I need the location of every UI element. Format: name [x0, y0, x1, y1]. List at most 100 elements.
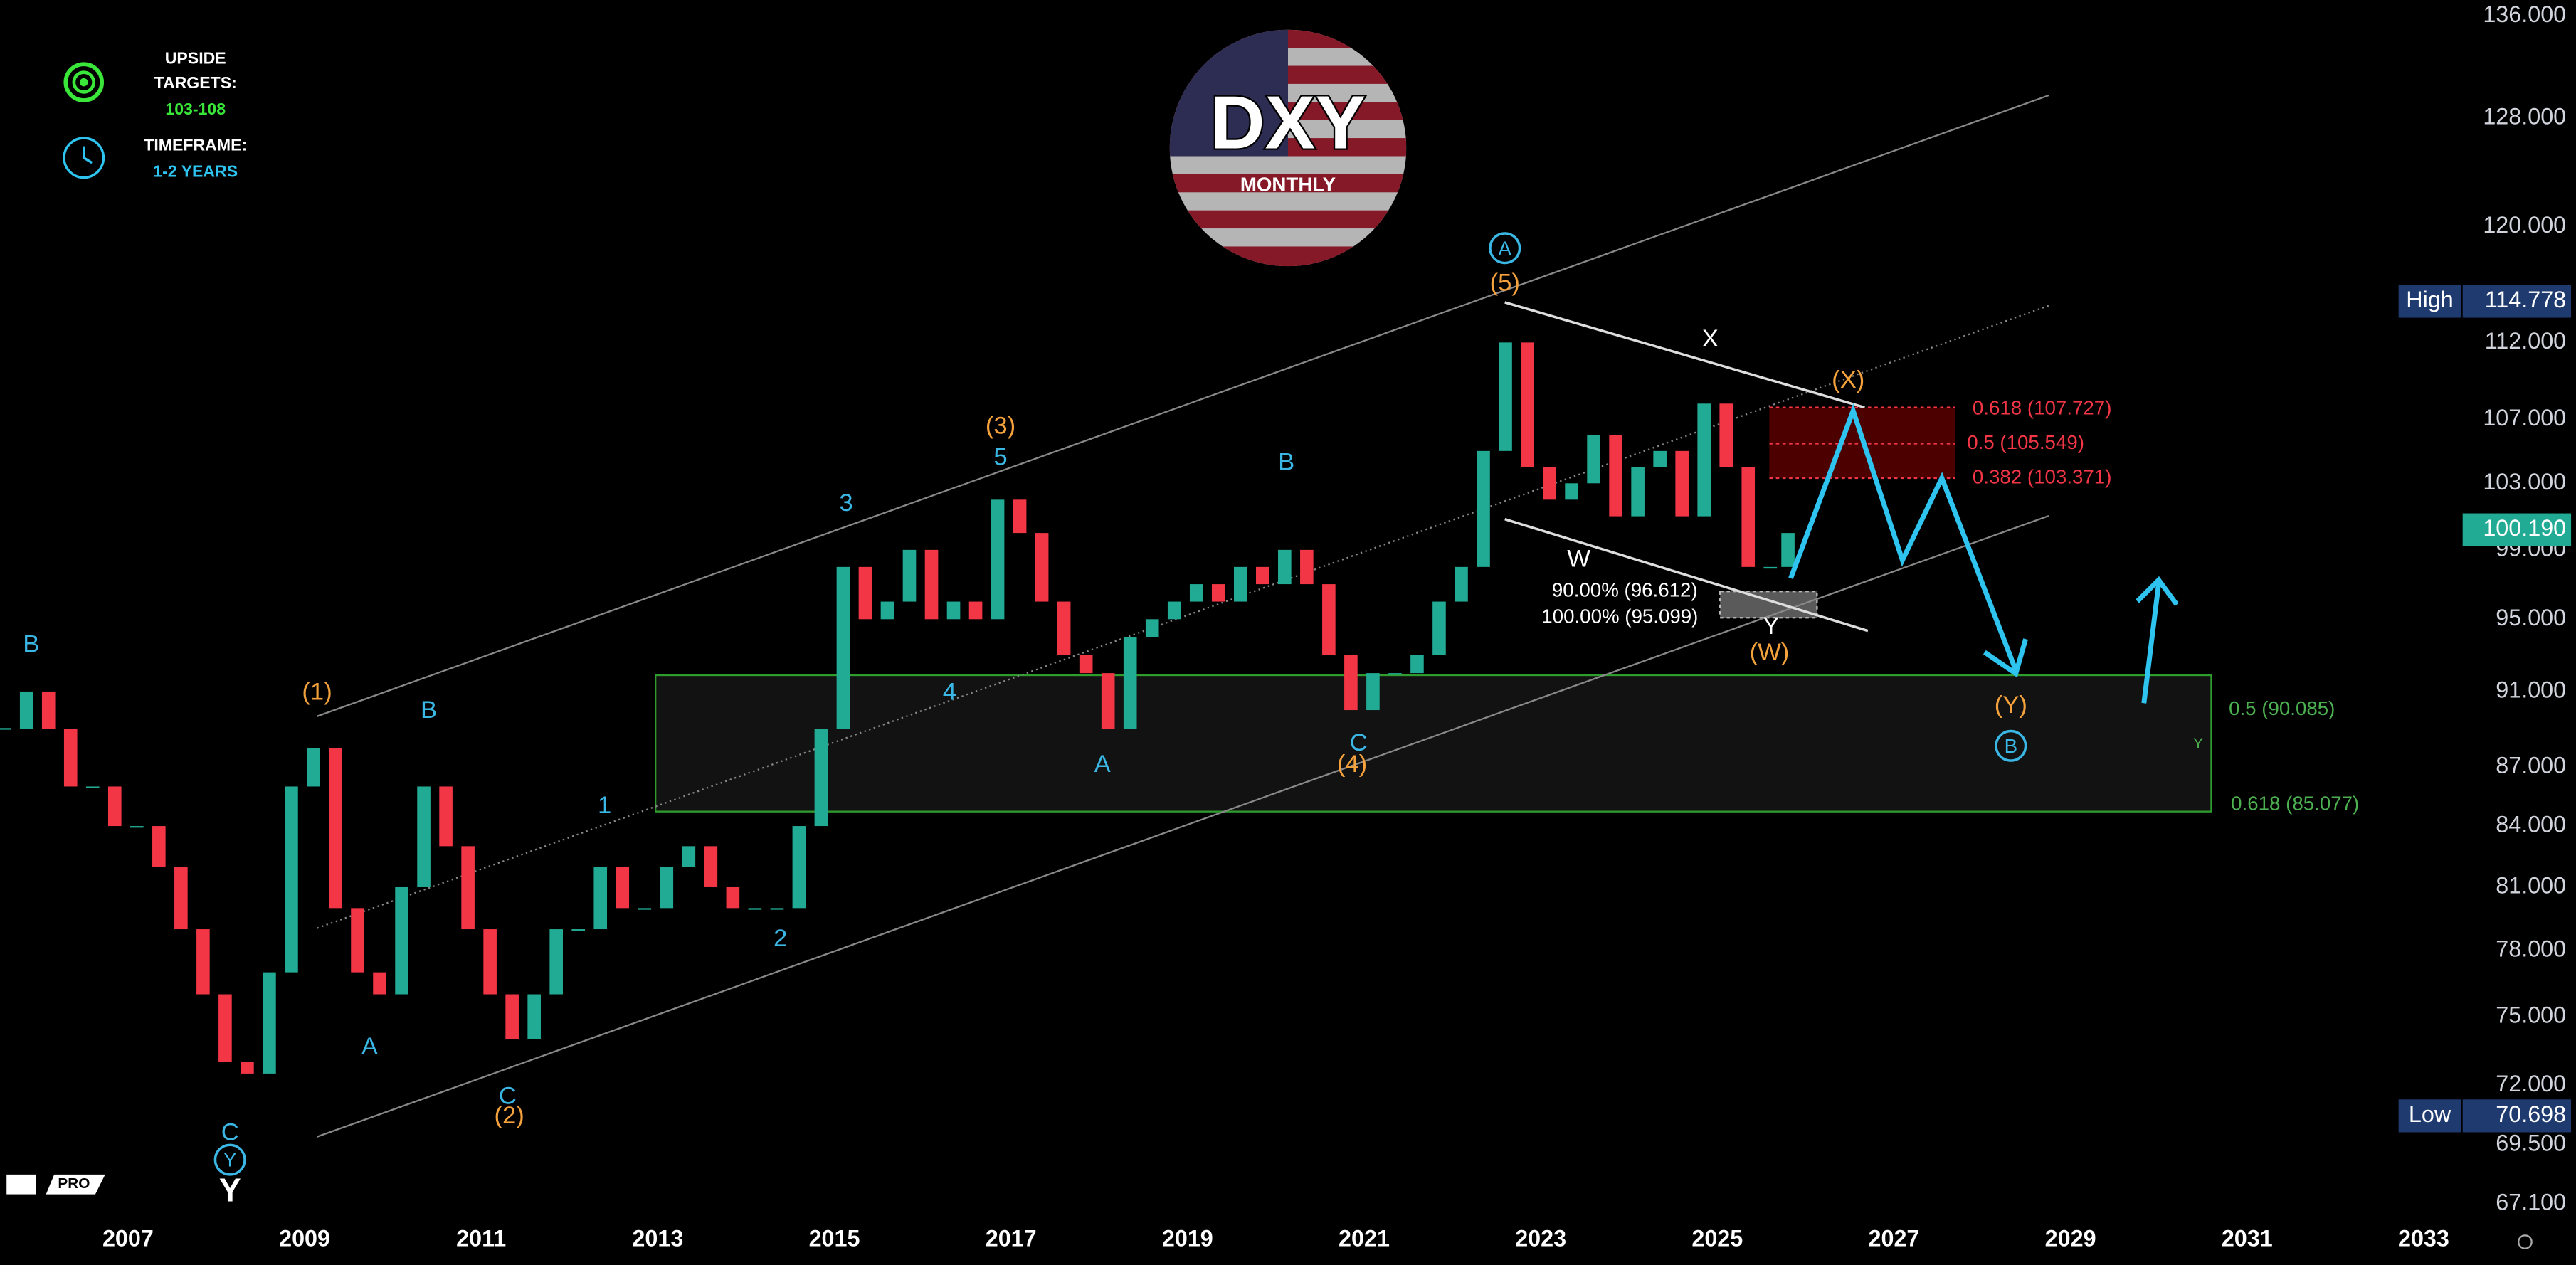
- candle: [1366, 673, 1380, 711]
- y-tick-label: 128.000: [2483, 103, 2566, 129]
- candle: [107, 786, 122, 827]
- logo-title: DXY: [1210, 80, 1366, 164]
- x-tick-label: 2015: [809, 1226, 860, 1251]
- candle: [638, 908, 652, 910]
- y-tick-label: 78.000: [2496, 936, 2566, 962]
- candle: [1079, 655, 1093, 674]
- candle: [748, 908, 762, 910]
- candle: [1300, 549, 1314, 585]
- y-tick-label: 103.000: [2483, 469, 2566, 494]
- candle: [1101, 673, 1115, 729]
- candle: [682, 846, 696, 867]
- annotations: B B A C 1 2 3 4 5 A B C (1) (2) (3) (4) …: [23, 237, 2359, 1208]
- candle: [1653, 450, 1667, 467]
- wave-label: B: [2005, 735, 2017, 757]
- candle: [571, 929, 586, 931]
- info-text: TARGETS:: [154, 73, 237, 92]
- price-tag-label-bg: [2398, 1099, 2461, 1133]
- x-tick-label: 2025: [1691, 1226, 1743, 1251]
- candle: [174, 866, 188, 930]
- candle: [968, 601, 983, 620]
- candle: [63, 729, 78, 787]
- wave-label: 3: [839, 489, 852, 517]
- wave-label: A: [1094, 751, 1112, 778]
- candle: [241, 1062, 254, 1074]
- wave-label: (4): [1337, 751, 1367, 778]
- y-tick-label: 67.100: [2496, 1189, 2566, 1214]
- x-tick-label: 2023: [1515, 1226, 1566, 1251]
- candle: [836, 566, 850, 729]
- clock-icon: [83, 146, 93, 164]
- candle: [1344, 655, 1358, 711]
- x-tick-label: 2031: [2222, 1226, 2273, 1251]
- y-tick-label: 84.000: [2496, 812, 2566, 837]
- y-tick-label: 107.000: [2483, 405, 2566, 430]
- candle: [1057, 601, 1071, 655]
- x-tick-label: 2029: [2045, 1226, 2096, 1251]
- wave-label: C: [1350, 729, 1368, 756]
- candle: [924, 549, 939, 620]
- logo-subtitle: MONTHLY: [1240, 173, 1336, 195]
- candle: [1781, 533, 1795, 567]
- tv-logo: [6, 1174, 36, 1195]
- x-tick-label: 2027: [1869, 1226, 1920, 1251]
- candle: [902, 549, 917, 602]
- projection-path: [1788, 403, 2018, 672]
- candle: [616, 866, 630, 909]
- y-tick-label: 81.000: [2496, 873, 2566, 899]
- fib-label: 0.618 (107.727): [1973, 396, 2112, 418]
- candle: [0, 728, 11, 730]
- wave-label: B: [23, 631, 39, 658]
- candle: [593, 866, 608, 930]
- wave-label: A: [1499, 237, 1512, 259]
- price-tag-value: 114.778: [2485, 287, 2566, 312]
- wave-label: (1): [302, 679, 332, 706]
- y-tick-label: 69.500: [2496, 1130, 2566, 1155]
- x-tick-label: 2013: [632, 1226, 683, 1251]
- y-tick-label: 75.000: [2496, 1002, 2566, 1027]
- arrow-head: [1983, 638, 2028, 678]
- x-tick-label: 2007: [102, 1226, 154, 1251]
- fib-label: 0.618 (85.077): [2231, 793, 2359, 815]
- candle: [1432, 601, 1446, 655]
- clock-icon: [63, 137, 105, 179]
- candle: [1565, 483, 1578, 500]
- axes: 67.100 69.500 72.000 75.000 78.000 81.000 84.0…: [102, 1, 2572, 1251]
- wave-label: (Y): [1995, 692, 2027, 719]
- candle: [1013, 499, 1027, 534]
- candle: [329, 748, 342, 909]
- candle: [1322, 584, 1336, 655]
- y-tick-label: 87.000: [2496, 753, 2566, 778]
- price-tag-label-bg: [2398, 285, 2461, 318]
- wave-label: W: [1567, 546, 1590, 573]
- wedge-lower: [1504, 518, 1869, 632]
- candle: [1763, 566, 1778, 569]
- tv-logo: [46, 1174, 105, 1195]
- target-icon: [79, 78, 88, 87]
- fib-label: 90.00% (96.612): [1552, 579, 1698, 601]
- wave-label: (W): [1750, 639, 1790, 666]
- info-text: 103-108: [165, 100, 226, 118]
- candle: [439, 786, 453, 847]
- candle: [814, 729, 828, 827]
- candle: [1145, 619, 1159, 637]
- candle: [41, 691, 56, 729]
- wave-label: C: [499, 1082, 517, 1109]
- candle: [1035, 533, 1049, 602]
- candle: [1388, 673, 1402, 675]
- settings-icon[interactable]: [2518, 1234, 2533, 1249]
- wave-label: 5: [993, 443, 1007, 470]
- candle: [19, 691, 33, 729]
- wave-label: (2): [495, 1102, 524, 1129]
- candle: [1211, 584, 1225, 602]
- wave-label: B: [1278, 448, 1294, 475]
- wave-label: Y: [223, 1149, 236, 1171]
- watermark-text: PRO: [58, 1175, 90, 1192]
- y-tick-label: 72.000: [2496, 1071, 2566, 1096]
- wave-label: (3): [986, 413, 1015, 440]
- candle: [792, 826, 806, 909]
- price-tag-label: Low: [2409, 1101, 2451, 1127]
- candle: [704, 846, 718, 887]
- candle: [1477, 450, 1490, 567]
